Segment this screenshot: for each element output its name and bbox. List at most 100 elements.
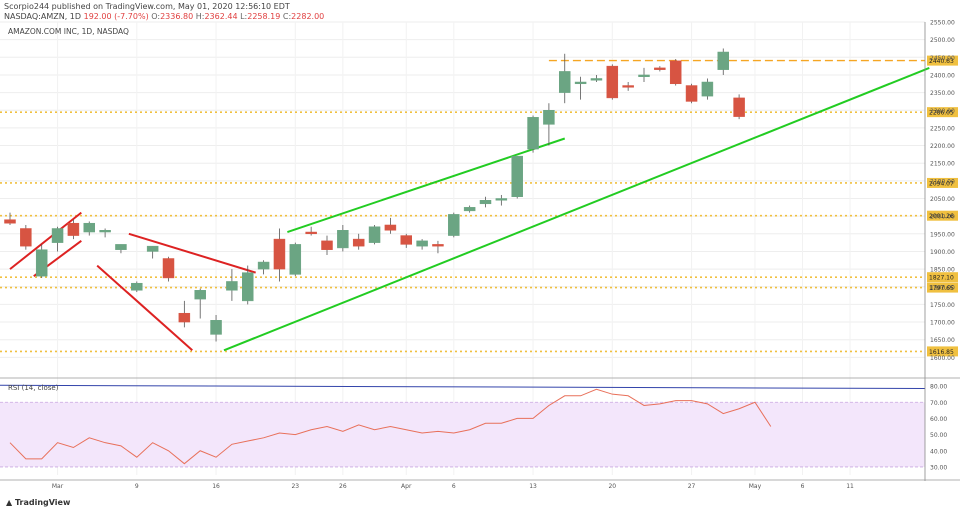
trendline-red[interactable]	[128, 232, 256, 274]
candle-down[interactable]	[622, 82, 634, 91]
candle-body	[384, 224, 397, 231]
candle-down[interactable]	[162, 256, 175, 282]
candle-up[interactable]	[638, 67, 650, 83]
candle-up[interactable]	[146, 245, 159, 259]
x-tick-label: 23	[291, 483, 299, 490]
candle-up[interactable]	[115, 244, 127, 254]
candle-down[interactable]	[669, 59, 682, 86]
candle-up[interactable]	[511, 155, 523, 199]
candle-body	[543, 110, 555, 125]
candle-body	[210, 320, 222, 335]
trendline-red[interactable]	[96, 264, 193, 352]
candle-up[interactable]	[35, 244, 48, 278]
candle-down[interactable]	[273, 228, 286, 282]
x-tick-label: May	[749, 483, 762, 490]
candle-up[interactable]	[463, 205, 476, 213]
candle-body	[669, 60, 682, 85]
candle-body	[305, 231, 317, 235]
candle-down[interactable]	[67, 219, 80, 240]
main-pane[interactable]	[0, 22, 925, 380]
trendline-red[interactable]	[9, 211, 82, 270]
support-level-tag	[927, 282, 958, 293]
candle-down[interactable]	[384, 217, 397, 234]
support-level-label: 1797.65	[929, 285, 954, 292]
candle-down[interactable]	[685, 83, 698, 104]
chart-title: AMAZON.COM INC, 1D, NASDAQ	[8, 27, 129, 36]
candle-up[interactable]	[559, 53, 571, 104]
close-value: 2282.00	[291, 12, 325, 21]
open-value: 2336.80	[160, 12, 194, 21]
candle-up[interactable]	[701, 78, 714, 100]
candle-down[interactable]	[352, 233, 365, 250]
publish-line: Scorpio244 published on TradingView.com,…	[4, 2, 290, 11]
support-level-label: 2001.26	[929, 213, 954, 220]
candle-up[interactable]	[717, 48, 729, 75]
trendline-green[interactable]	[287, 137, 566, 233]
candle-up[interactable]	[368, 224, 381, 245]
candle-up[interactable]	[257, 260, 270, 275]
candle-down[interactable]	[432, 240, 444, 254]
y-tick-label: 1800.00	[930, 284, 955, 291]
candle-up[interactable]	[99, 228, 111, 238]
x-tick-label: 11	[846, 483, 854, 490]
candle-down[interactable]	[400, 233, 412, 248]
candle-up[interactable]	[210, 314, 222, 342]
candle-up[interactable]	[337, 224, 349, 252]
candle-body	[337, 230, 349, 249]
support-level-tag	[927, 107, 958, 118]
low-value: 2258.19	[247, 12, 281, 21]
candle-body	[20, 228, 32, 247]
candle-body	[273, 238, 286, 270]
candle-up[interactable]	[479, 196, 492, 208]
y-tick-label: 1750.00	[930, 302, 955, 309]
candle-down[interactable]	[606, 64, 619, 100]
candle-up[interactable]	[590, 74, 603, 83]
candle-body	[448, 214, 460, 236]
candle-up[interactable]	[416, 239, 428, 250]
candle-down[interactable]	[733, 94, 745, 120]
candle-down[interactable]	[20, 224, 32, 250]
candle-up[interactable]	[495, 194, 508, 206]
candle-body	[67, 222, 80, 236]
candle-up[interactable]	[51, 226, 64, 252]
candle-up[interactable]	[83, 221, 95, 236]
x-tick-label: Mar	[52, 483, 64, 490]
candle-up[interactable]	[131, 281, 143, 293]
candle-up[interactable]	[194, 288, 206, 319]
candle-body	[527, 117, 539, 150]
candle-body	[352, 238, 365, 247]
support-level-tag	[927, 346, 958, 357]
support-level-label: 2094.07	[929, 180, 954, 187]
rsi-ma-line	[0, 384, 926, 390]
candle-up[interactable]	[543, 103, 555, 146]
candle-down[interactable]	[654, 66, 666, 72]
x-tick-label: 9	[135, 483, 139, 490]
candle-body	[606, 65, 619, 99]
candle-body	[622, 85, 634, 88]
candle-up[interactable]	[574, 76, 587, 100]
candle-down[interactable]	[321, 235, 333, 255]
candle-down[interactable]	[178, 300, 191, 328]
candle-up[interactable]	[226, 269, 238, 301]
candle-body	[289, 244, 302, 275]
candle-body	[321, 240, 333, 250]
trendline-green[interactable]	[223, 66, 930, 352]
candle-up[interactable]	[242, 265, 254, 305]
high-value: 2362.44	[204, 12, 238, 21]
candle-body	[733, 97, 745, 117]
candle-up[interactable]	[527, 115, 539, 153]
y-tick-label: 1700.00	[930, 320, 955, 327]
open-label: O:	[151, 12, 161, 21]
support-level-tag	[927, 177, 958, 188]
support-level-label: 1616.85	[929, 349, 954, 356]
y-tick-label: 2200.00	[930, 143, 955, 150]
candle-body	[368, 226, 381, 243]
candle-up[interactable]	[289, 242, 302, 277]
candle-body	[4, 219, 16, 224]
candle-down[interactable]	[305, 226, 317, 236]
candle-body	[559, 71, 571, 93]
candle-body	[574, 81, 587, 85]
candle-down[interactable]	[4, 212, 16, 225]
candle-up[interactable]	[448, 212, 460, 238]
